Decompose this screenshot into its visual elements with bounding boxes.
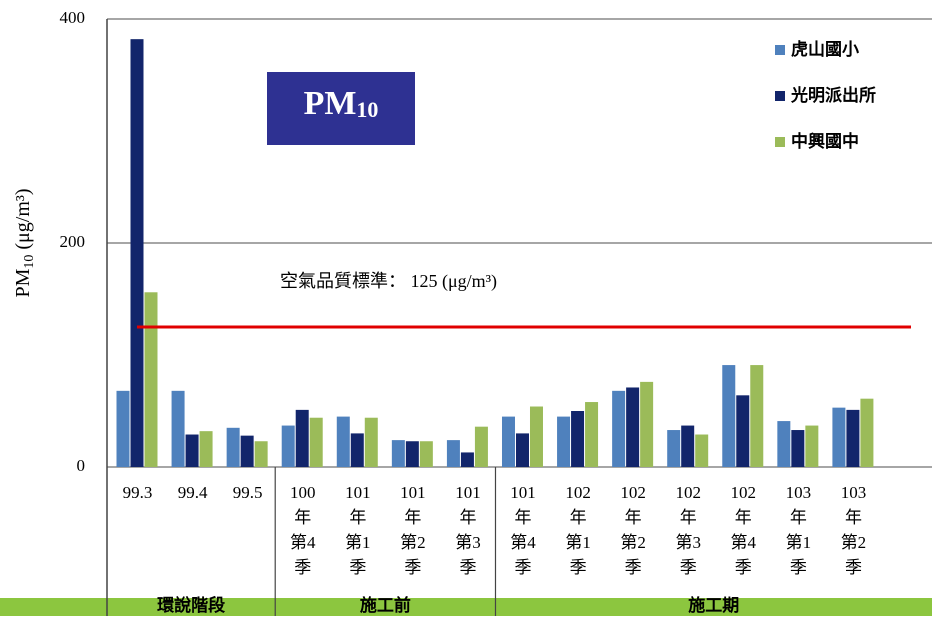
bar [750, 365, 763, 467]
bar [846, 410, 859, 467]
bar [860, 399, 873, 467]
bar [475, 427, 488, 467]
bar [516, 433, 529, 467]
bar [681, 426, 694, 467]
bar [585, 402, 598, 467]
group-label: 施工期 [688, 595, 739, 616]
bar [255, 441, 268, 467]
legend-label: 中興國中 [791, 131, 859, 152]
bar [365, 418, 378, 467]
x-tick-label: 99.4 [178, 483, 208, 502]
bar [667, 430, 680, 467]
bar [791, 430, 804, 467]
legend-swatch [775, 91, 785, 101]
bar [832, 408, 845, 467]
bar [200, 431, 213, 467]
ground-strip [0, 598, 932, 616]
bar [337, 417, 350, 467]
bar [145, 292, 158, 467]
bar [461, 452, 474, 467]
bar [502, 417, 515, 467]
bar [777, 421, 790, 467]
bar [296, 410, 309, 467]
y-axis-label: PM10 (μg/m³) [12, 188, 38, 297]
bar [612, 391, 625, 467]
bar [351, 433, 364, 467]
group-label: 施工前 [360, 595, 411, 616]
y-tick-label: 400 [60, 8, 86, 27]
legend-swatch [775, 137, 785, 147]
bar [736, 395, 749, 467]
bar [626, 387, 639, 467]
page: {"chart_data": {"type": "bar", "title": … [0, 0, 932, 616]
bar [310, 418, 323, 467]
group-label: 環說階段 [157, 595, 225, 616]
legend-swatch [775, 45, 785, 55]
bar [406, 441, 419, 467]
bar [722, 365, 735, 467]
bar [392, 440, 405, 467]
bar [117, 391, 130, 467]
standard-label: 空氣品質標準： 125 (μg/m³) [280, 271, 497, 292]
bar [186, 435, 199, 467]
legend-label: 光明派出所 [790, 85, 876, 106]
x-tick-label: 99.3 [123, 483, 153, 502]
bar [227, 428, 240, 467]
y-tick-label: 200 [60, 232, 86, 251]
bar [241, 436, 254, 467]
legend-label: 虎山國小 [791, 40, 859, 60]
bar [420, 441, 433, 467]
bar [447, 440, 460, 467]
x-tick-label: 99.5 [233, 483, 263, 502]
y-tick-label: 0 [77, 456, 86, 475]
bar [557, 417, 570, 467]
bar [695, 435, 708, 467]
chart: PM10PM10 (μg/m³)020040099.399.499.5100年第… [0, 0, 932, 616]
bar [530, 407, 543, 467]
bar [131, 39, 144, 467]
bar [172, 391, 185, 467]
bar [640, 382, 653, 467]
bar [805, 426, 818, 467]
bar [571, 411, 584, 467]
bar [282, 426, 295, 467]
